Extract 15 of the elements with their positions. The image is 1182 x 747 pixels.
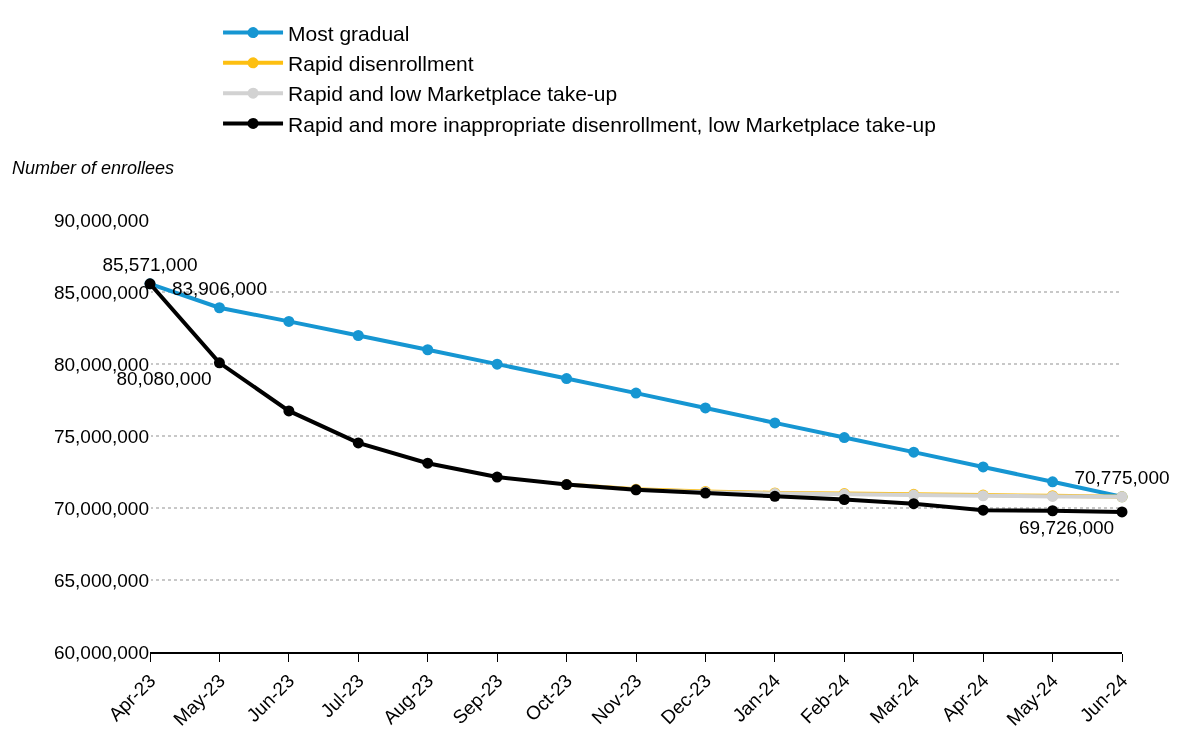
legend-label: Rapid and more inappropriate disenrollment, low Marketplace take-up xyxy=(288,112,936,136)
y-tick-label: 90,000,000 xyxy=(53,209,149,231)
data-label: 70,775,000 xyxy=(1074,467,1170,489)
legend-label: Rapid disenrollment xyxy=(288,52,474,76)
y-tick-label: 60,000,000 xyxy=(53,641,149,663)
y-tick-label: 75,000,000 xyxy=(53,425,149,447)
data-label: 83,906,000 xyxy=(171,278,267,300)
legend-label: Rapid and low Marketplace take-up xyxy=(288,82,618,106)
legend-label: Most gradual xyxy=(288,21,410,45)
y-axis-title: Number of enrollees xyxy=(12,158,175,178)
y-tick-label: 85,000,000 xyxy=(53,281,149,303)
y-tick-label: 70,000,000 xyxy=(53,497,149,519)
data-label: 85,571,000 xyxy=(102,254,198,276)
data-label: 69,726,000 xyxy=(1019,517,1115,539)
y-tick-label: 65,000,000 xyxy=(53,569,149,591)
